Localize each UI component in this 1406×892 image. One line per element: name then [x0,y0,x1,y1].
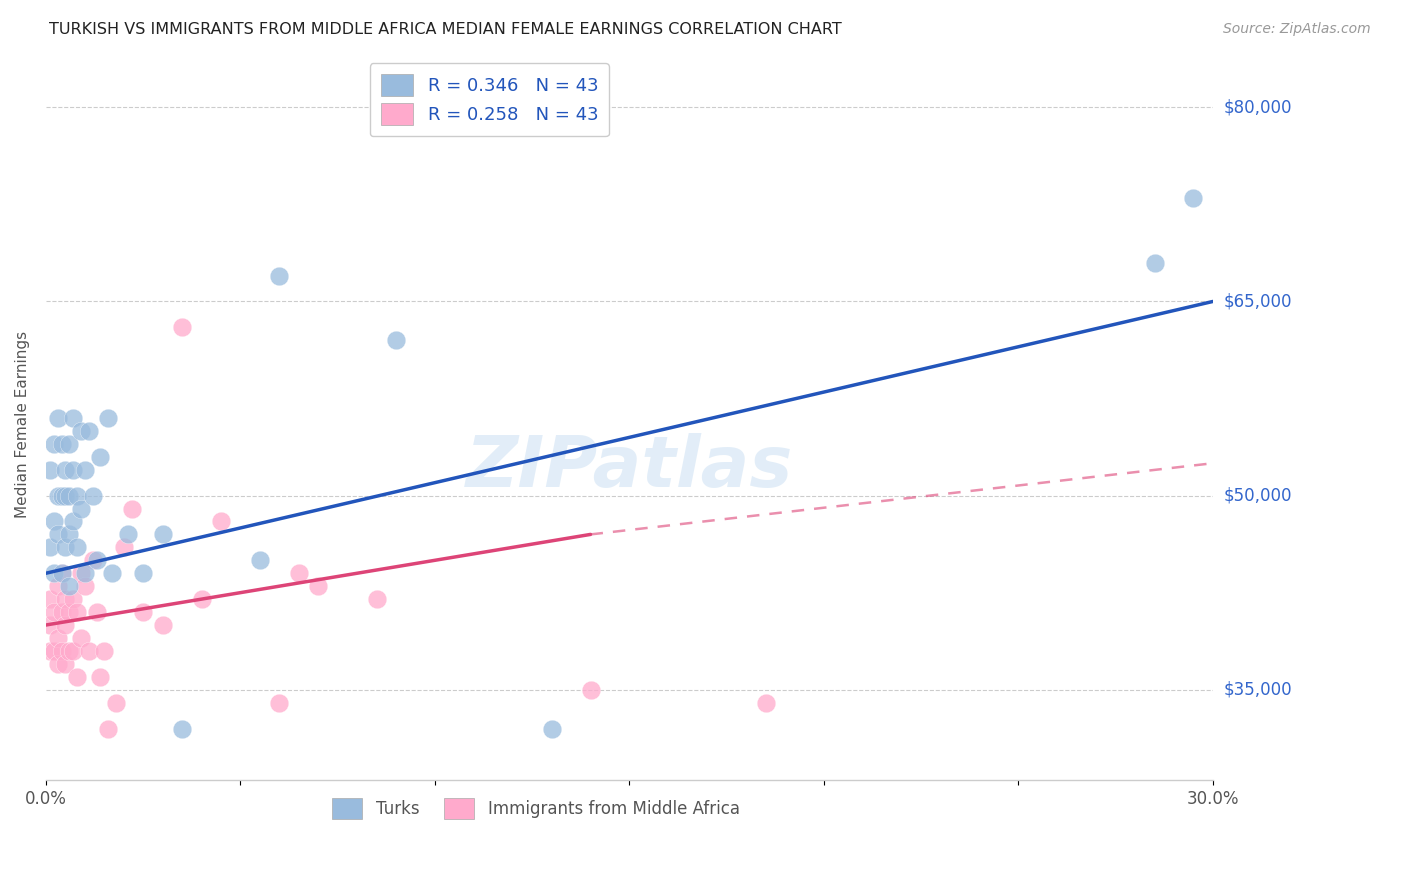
Point [307,579,329,593]
Text: $35,000: $35,000 [1225,681,1292,698]
Text: ZIPatlas: ZIPatlas [465,433,793,501]
Point [132,605,155,619]
Point [249,553,271,567]
Point [97,411,120,425]
Point [121,501,143,516]
Point [55,541,77,555]
Point [385,333,408,347]
Point [58,527,80,541]
Point [82,489,104,503]
Point [70,566,93,581]
Point [66,541,89,555]
Point [579,682,602,697]
Point [42,644,65,658]
Legend: Turks, Immigrants from Middle Africa: Turks, Immigrants from Middle Africa [326,792,747,825]
Point [70,424,93,438]
Point [55,463,77,477]
Point [38,463,60,477]
Point [73,579,96,593]
Y-axis label: Median Female Earnings: Median Female Earnings [15,331,30,518]
Point [70,501,93,516]
Point [66,489,89,503]
Point [51,489,73,503]
Point [269,268,291,283]
Point [66,670,89,684]
Point [540,722,562,736]
Point [73,463,96,477]
Point [86,553,108,567]
Point [55,657,77,671]
Point [62,644,84,658]
Point [66,605,89,619]
Point [38,618,60,632]
Point [132,566,155,581]
Point [51,644,73,658]
Point [70,631,93,645]
Point [58,489,80,503]
Point [46,579,69,593]
Point [101,566,124,581]
Point [93,644,115,658]
Point [42,605,65,619]
Point [77,644,100,658]
Point [104,696,127,710]
Point [58,437,80,451]
Point [46,411,69,425]
Point [73,566,96,581]
Point [46,527,69,541]
Point [55,489,77,503]
Point [51,437,73,451]
Text: Source: ZipAtlas.com: Source: ZipAtlas.com [1223,22,1371,37]
Point [62,411,84,425]
Point [97,722,120,736]
Point [86,605,108,619]
Point [1143,255,1166,269]
Point [288,566,311,581]
Point [51,605,73,619]
Text: $65,000: $65,000 [1225,293,1292,310]
Point [82,553,104,567]
Point [58,644,80,658]
Point [46,657,69,671]
Point [38,592,60,607]
Point [46,489,69,503]
Point [152,527,174,541]
Point [172,320,194,334]
Point [55,618,77,632]
Point [51,566,73,581]
Point [1182,191,1205,205]
Point [58,605,80,619]
Point [58,579,80,593]
Point [89,450,111,464]
Point [51,566,73,581]
Point [42,566,65,581]
Point [46,631,69,645]
Point [754,696,776,710]
Point [366,592,388,607]
Point [55,592,77,607]
Text: $50,000: $50,000 [1225,487,1292,505]
Point [42,437,65,451]
Text: $80,000: $80,000 [1225,98,1292,116]
Point [38,644,60,658]
Point [62,463,84,477]
Point [152,618,174,632]
Point [269,696,291,710]
Point [62,515,84,529]
Point [38,541,60,555]
Point [62,592,84,607]
Point [190,592,212,607]
Point [42,515,65,529]
Text: TURKISH VS IMMIGRANTS FROM MIDDLE AFRICA MEDIAN FEMALE EARNINGS CORRELATION CHAR: TURKISH VS IMMIGRANTS FROM MIDDLE AFRICA… [49,22,842,37]
Point [89,670,111,684]
Point [112,541,135,555]
Point [77,424,100,438]
Point [209,515,232,529]
Point [117,527,139,541]
Point [172,722,194,736]
